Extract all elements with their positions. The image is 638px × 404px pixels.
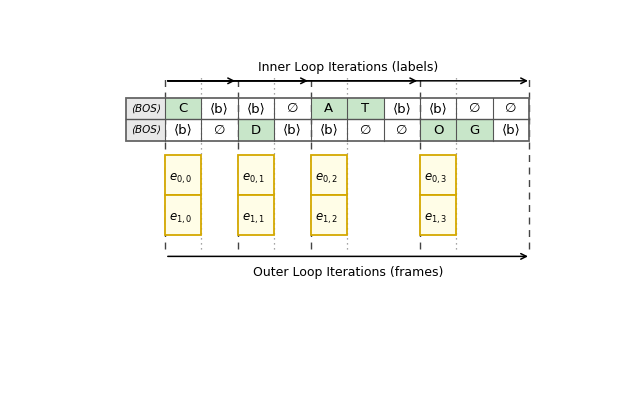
Text: $e_{0,3}$: $e_{0,3}$ <box>424 171 447 185</box>
Bar <box>238 119 274 141</box>
Text: ⟨b⟩: ⟨b⟩ <box>247 102 265 115</box>
Bar <box>238 155 274 195</box>
Text: ⟨b⟩: ⟨b⟩ <box>211 102 229 115</box>
Bar <box>420 155 456 195</box>
Text: $e_{0,1}$: $e_{0,1}$ <box>242 171 265 185</box>
Text: ∅: ∅ <box>396 124 408 137</box>
Text: O: O <box>433 124 443 137</box>
Text: C: C <box>179 102 188 115</box>
Bar <box>456 119 493 141</box>
Bar <box>165 98 202 119</box>
Bar <box>420 119 456 141</box>
Text: ⟨b⟩: ⟨b⟩ <box>174 124 193 137</box>
Bar <box>347 98 383 119</box>
Text: $e_{1,1}$: $e_{1,1}$ <box>242 211 265 225</box>
Text: ⟨b⟩: ⟨b⟩ <box>392 102 411 115</box>
Text: ⟨b⟩: ⟨b⟩ <box>320 124 338 137</box>
Bar <box>126 119 165 141</box>
Text: ∅: ∅ <box>469 102 480 115</box>
Bar <box>311 98 347 119</box>
Bar <box>165 155 202 195</box>
Text: ⟨BOS⟩: ⟨BOS⟩ <box>131 103 161 114</box>
Bar <box>311 195 347 235</box>
Text: A: A <box>324 102 334 115</box>
Bar <box>311 155 347 195</box>
Text: ⟨b⟩: ⟨b⟩ <box>501 124 521 137</box>
Bar <box>420 195 456 235</box>
Text: Inner Loop Iterations (labels): Inner Loop Iterations (labels) <box>258 61 438 74</box>
Text: ∅: ∅ <box>214 124 225 137</box>
Text: $e_{0,2}$: $e_{0,2}$ <box>315 171 338 185</box>
Text: $e_{1,2}$: $e_{1,2}$ <box>315 211 338 225</box>
Text: G: G <box>470 124 480 137</box>
Bar <box>165 195 202 235</box>
Text: Outer Loop Iterations (frames): Outer Loop Iterations (frames) <box>253 265 443 279</box>
Text: ⟨b⟩: ⟨b⟩ <box>283 124 302 137</box>
Text: ∅: ∅ <box>360 124 371 137</box>
Text: ⟨b⟩: ⟨b⟩ <box>429 102 448 115</box>
Text: D: D <box>251 124 261 137</box>
Text: T: T <box>361 102 369 115</box>
Text: $e_{0,0}$: $e_{0,0}$ <box>169 171 192 185</box>
Text: ⟨BOS⟩: ⟨BOS⟩ <box>131 125 161 135</box>
Bar <box>126 98 530 141</box>
Bar <box>126 98 165 119</box>
Text: $e_{1,0}$: $e_{1,0}$ <box>169 211 192 225</box>
Text: $e_{1,3}$: $e_{1,3}$ <box>424 211 447 225</box>
Text: ∅: ∅ <box>505 102 517 115</box>
Text: ∅: ∅ <box>286 102 298 115</box>
Bar <box>238 195 274 235</box>
